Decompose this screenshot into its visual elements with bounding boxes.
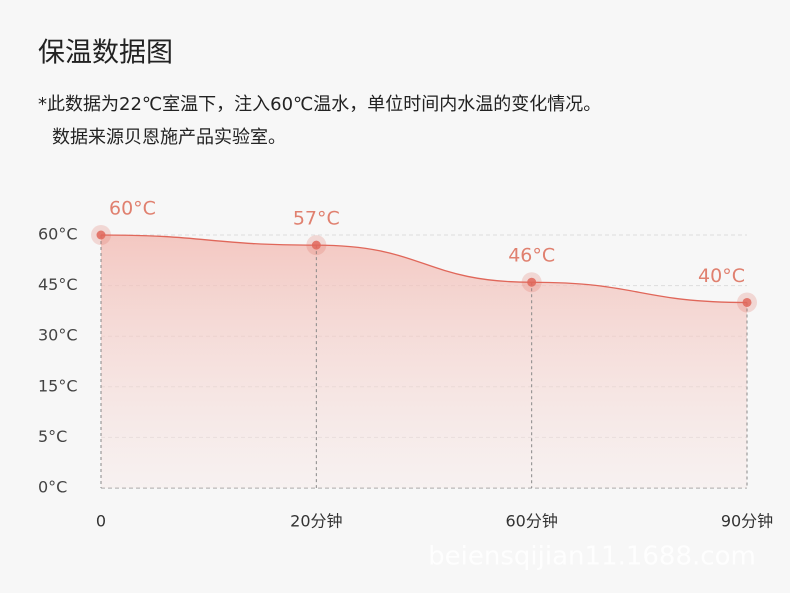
area	[101, 235, 747, 488]
point	[311, 240, 321, 250]
note: *此数据为22℃室温下，注入60℃温水，单位时间内水温的变化情况。	[38, 94, 601, 115]
point	[527, 277, 537, 287]
value-label: 40°C	[698, 265, 745, 287]
value-label: 57°C	[293, 208, 340, 230]
y-tick-label: 30°C	[38, 326, 78, 345]
point	[96, 230, 106, 240]
y-tick-label: 45°C	[38, 275, 78, 294]
value-label: 60°C	[109, 198, 156, 220]
x-tick-label: 60分钟	[505, 512, 557, 531]
line	[100, 234, 748, 304]
point	[742, 297, 752, 307]
y-tick-label: 5°C	[38, 427, 67, 446]
x-tick-label: 20分钟	[290, 512, 342, 531]
y-tick-label: 60°C	[38, 225, 78, 244]
y-tick-label: 0°C	[38, 478, 67, 497]
y-tick-label: 15°C	[38, 376, 78, 395]
x-tick-label: 90分钟	[721, 512, 773, 531]
value-label: 46°C	[508, 245, 555, 267]
watermark: beiensqijian11.1688.com	[428, 542, 756, 572]
note: 数据来源贝恩施产品实验室。	[52, 127, 286, 148]
x-tick-label: 0	[96, 512, 106, 531]
title: 保温数据图	[38, 38, 173, 69]
